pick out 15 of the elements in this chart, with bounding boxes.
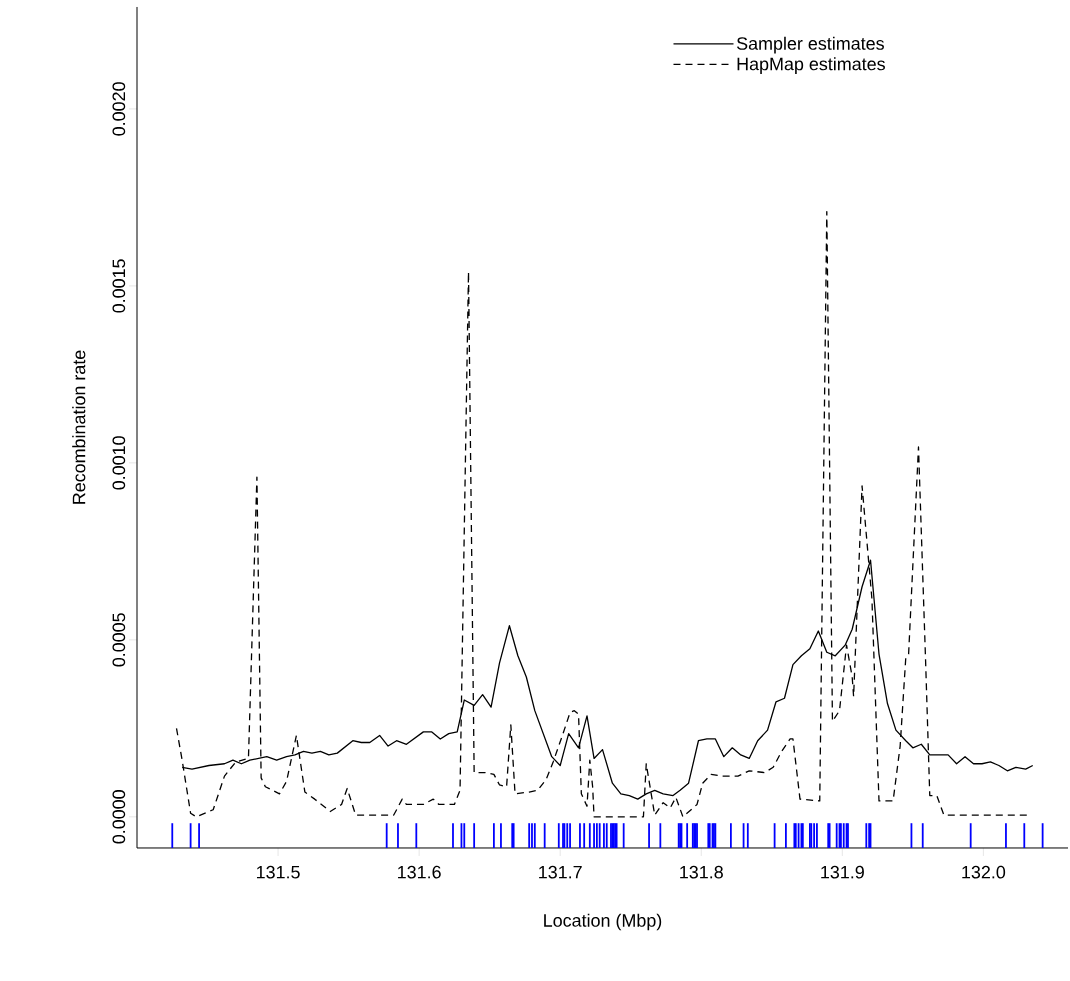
- y-tick-label: 0.0005: [112, 613, 126, 667]
- x-tick-label: 131.8: [680, 865, 723, 879]
- legend-label: Sampler estimates: [736, 36, 884, 54]
- y-tick-label: 0.0010: [112, 436, 126, 490]
- legend-label: HapMap estimates: [737, 57, 885, 74]
- x-axis-title: Location (Mbp): [544, 913, 662, 931]
- x-tick-label: 132.0: [962, 865, 1006, 879]
- y-tick-label: 0.0000: [112, 790, 126, 844]
- x-tick-label: 131.9: [821, 865, 864, 879]
- y-tick-label: 0.0020: [112, 82, 126, 136]
- y-tick-label: 0.0015: [112, 259, 126, 313]
- x-tick-label: 131.7: [539, 865, 582, 879]
- x-tick-label: 131.6: [398, 865, 441, 879]
- x-tick-label: 131.5: [256, 865, 300, 879]
- y-axis-title: Recombination rate: [72, 350, 86, 504]
